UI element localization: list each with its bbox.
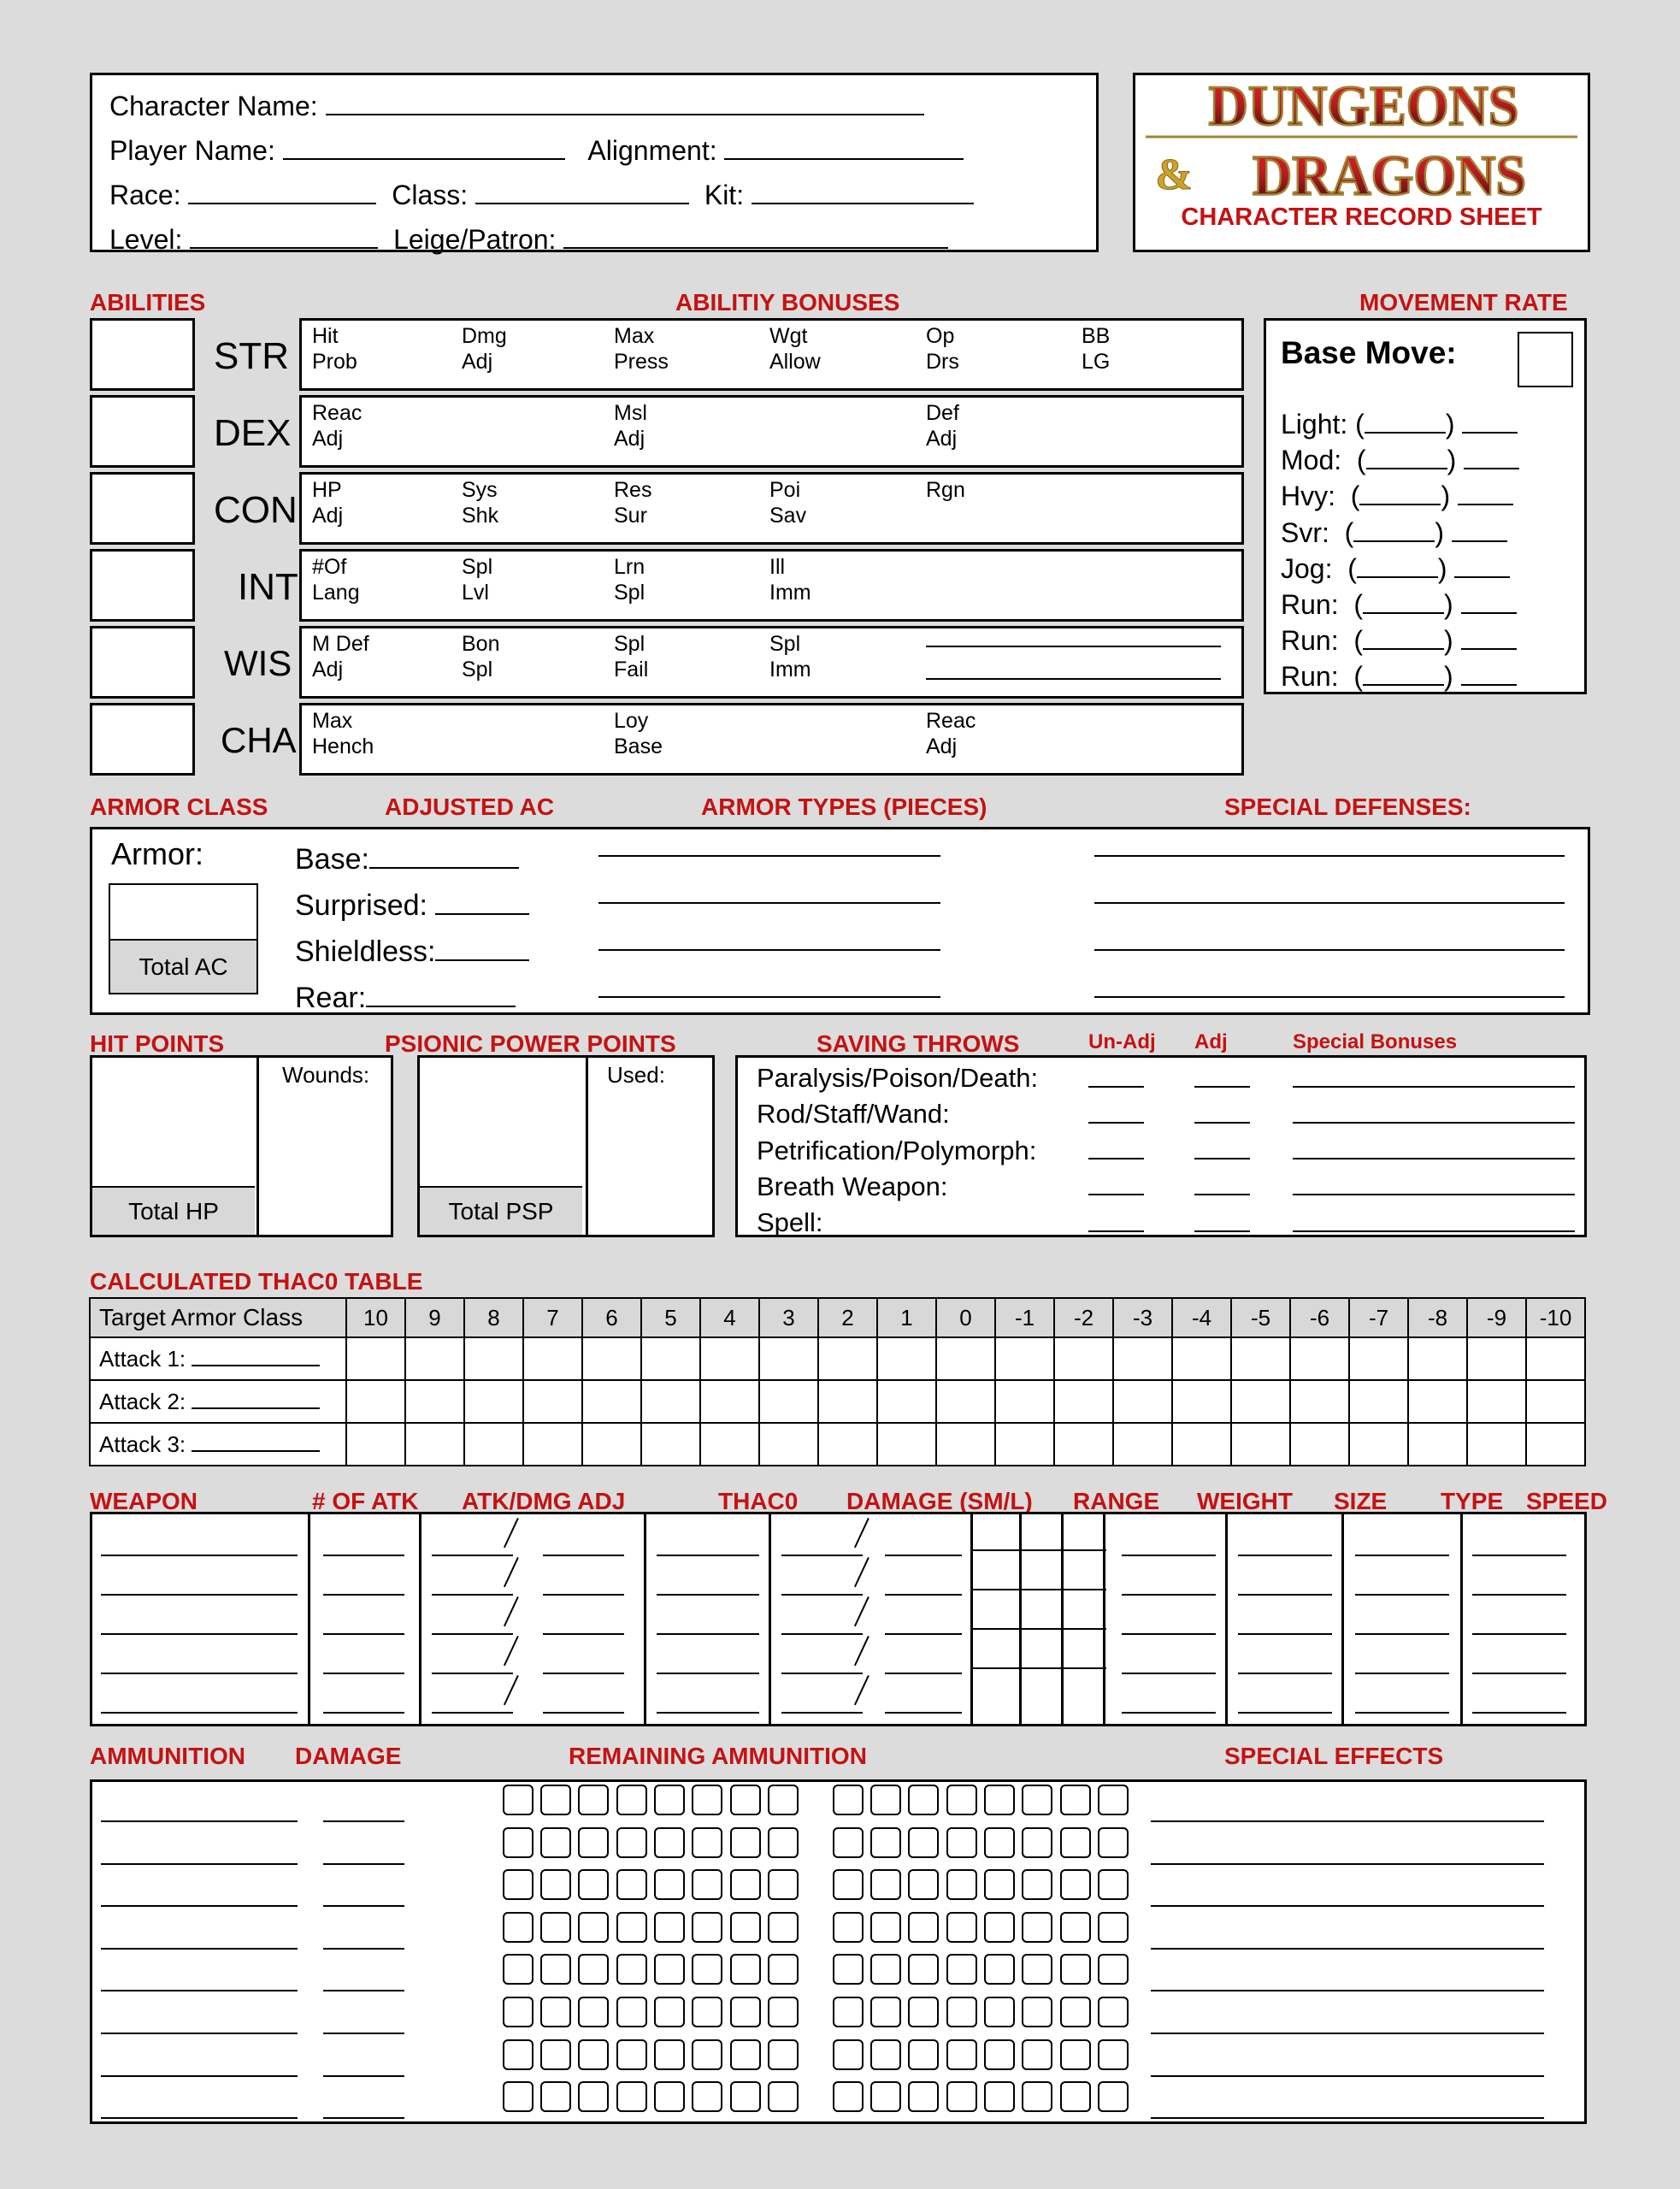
svg-text:DUNGEONS: DUNGEONS: [1209, 74, 1519, 138]
svg-text:&: &: [1155, 150, 1192, 198]
svg-text:DRAGONS: DRAGONS: [1253, 145, 1526, 198]
